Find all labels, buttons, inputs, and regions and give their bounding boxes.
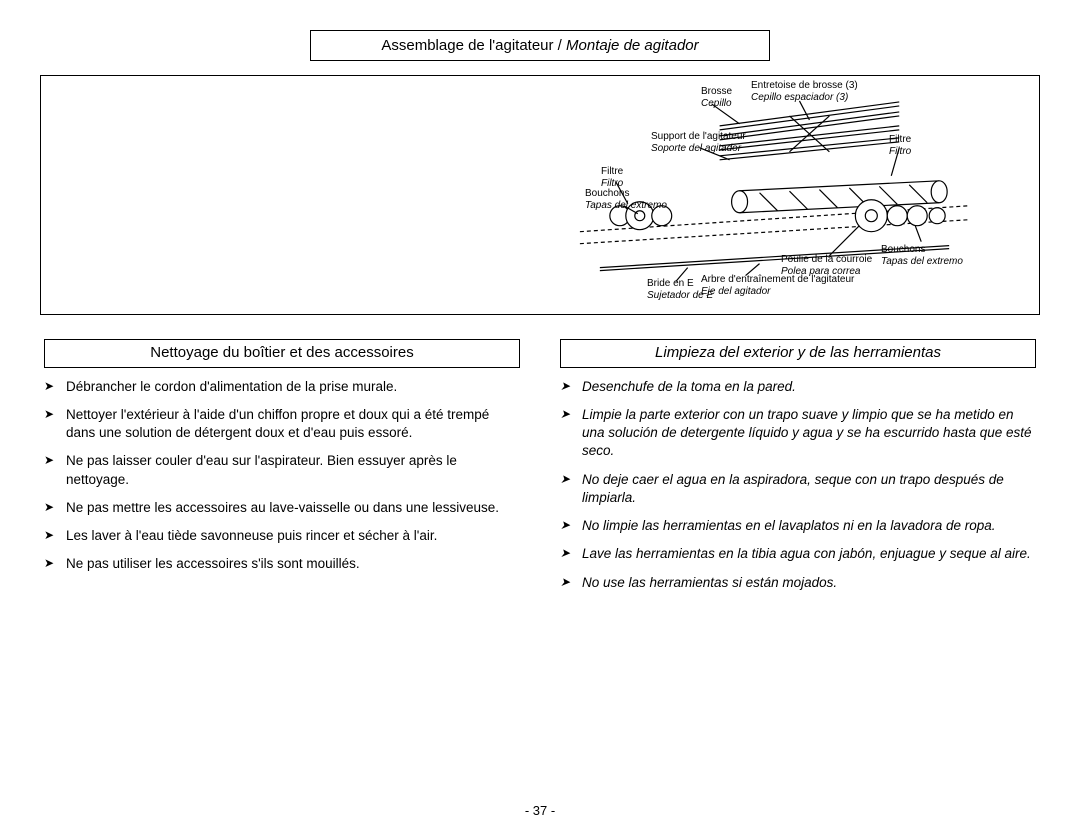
diagram-label-es: Filtro <box>889 146 911 158</box>
diagram-label-fr: Bouchons <box>881 244 925 255</box>
diagram-label-fr: Bouchons <box>585 188 629 199</box>
diagram-label-filtre_r: FiltreFiltro <box>889 134 911 157</box>
diagram-label-support: Support de l'agitateurSoporte del agitad… <box>651 131 746 154</box>
diagram-label-bouchons_l: BouchonsTapas del extremo <box>585 188 667 211</box>
list-item: Débrancher le cordon d'alimentation de l… <box>44 378 518 396</box>
list-item: Lave las herramientas en la tibia agua c… <box>560 545 1034 563</box>
list-item: Ne pas mettre les accessoires au lave-va… <box>44 499 518 517</box>
agitator-diagram: BrosseCepilloEntretoise de brosse (3)Cep… <box>40 75 1040 315</box>
diagram-label-es: Cepillo espaciador (3) <box>751 92 858 104</box>
assembly-title-box: Assemblage de l'agitateur / Montaje de a… <box>310 30 770 61</box>
spanish-section-title: Limpieza del exterior y de las herramien… <box>560 339 1036 368</box>
list-item: Nettoyer l'extérieur à l'aide d'un chiff… <box>44 406 518 442</box>
diagram-label-fr: Entretoise de brosse (3) <box>751 80 858 91</box>
list-item: No limpie las herramientas en el lavapla… <box>560 517 1034 535</box>
diagram-label-fr: Filtre <box>889 134 911 145</box>
list-item: Limpie la parte exterior con un trapo su… <box>560 406 1034 461</box>
diagram-label-es: Soporte del agitador <box>651 143 746 155</box>
diagram-label-brosse: BrosseCepillo <box>701 86 732 109</box>
diagram-label-es: Tapas del extremo <box>881 256 963 268</box>
diagram-label-fr: Filtre <box>601 166 623 177</box>
diagram-label-fr: Arbre d'entraînement de l'agitateur <box>701 274 854 285</box>
diagram-label-fr: Poulie de la courroie <box>781 254 872 265</box>
diagram-label-arbre: Arbre d'entraînement de l'agitateurEje d… <box>701 274 854 297</box>
french-instructions-list: Débrancher le cordon d'alimentation de l… <box>44 378 520 574</box>
diagram-label-es: Tapas del extremo <box>585 200 667 212</box>
diagram-label-filtre_l: FiltreFiltro <box>601 166 623 189</box>
page-number: - 37 - <box>0 803 1080 818</box>
diagram-label-es: Eje del agitador <box>701 286 854 298</box>
list-item: Ne pas utiliser les accessoires s'ils so… <box>44 555 518 573</box>
diagram-label-bouchons_r: BouchonsTapas del extremo <box>881 244 963 267</box>
diagram-label-entretoise: Entretoise de brosse (3)Cepillo espaciad… <box>751 80 858 103</box>
spanish-instructions-list: Desenchufe de la toma en la pared. Limpie… <box>560 378 1036 592</box>
assembly-title-es: Montaje de agitador <box>566 37 699 54</box>
french-section-title: Nettoyage du boîtier et des accessoires <box>44 339 520 368</box>
list-item: No use las herramientas si están mojados… <box>560 574 1034 592</box>
list-item: No deje caer el agua en la aspiradora, s… <box>560 471 1034 507</box>
assembly-title-sep: / <box>554 37 567 54</box>
list-item: Ne pas laisser couler d'eau sur l'aspira… <box>44 452 518 488</box>
diagram-svg <box>41 76 1039 315</box>
list-item: Desenchufe de la toma en la pared. <box>560 378 1034 396</box>
list-item: Les laver à l'eau tiède savonneuse puis … <box>44 527 518 545</box>
column-spanish: Limpieza del exterior y de las herramien… <box>560 339 1036 602</box>
column-french: Nettoyage du boîtier et des accessoires … <box>44 339 520 602</box>
diagram-label-fr: Bride en E <box>647 278 694 289</box>
diagram-label-fr: Brosse <box>701 86 732 97</box>
diagram-label-fr: Support de l'agitateur <box>651 131 746 142</box>
assembly-title-fr: Assemblage de l'agitateur <box>381 37 553 54</box>
diagram-label-es: Cepillo <box>701 98 732 110</box>
instruction-columns: Nettoyage du boîtier et des accessoires … <box>40 339 1040 602</box>
